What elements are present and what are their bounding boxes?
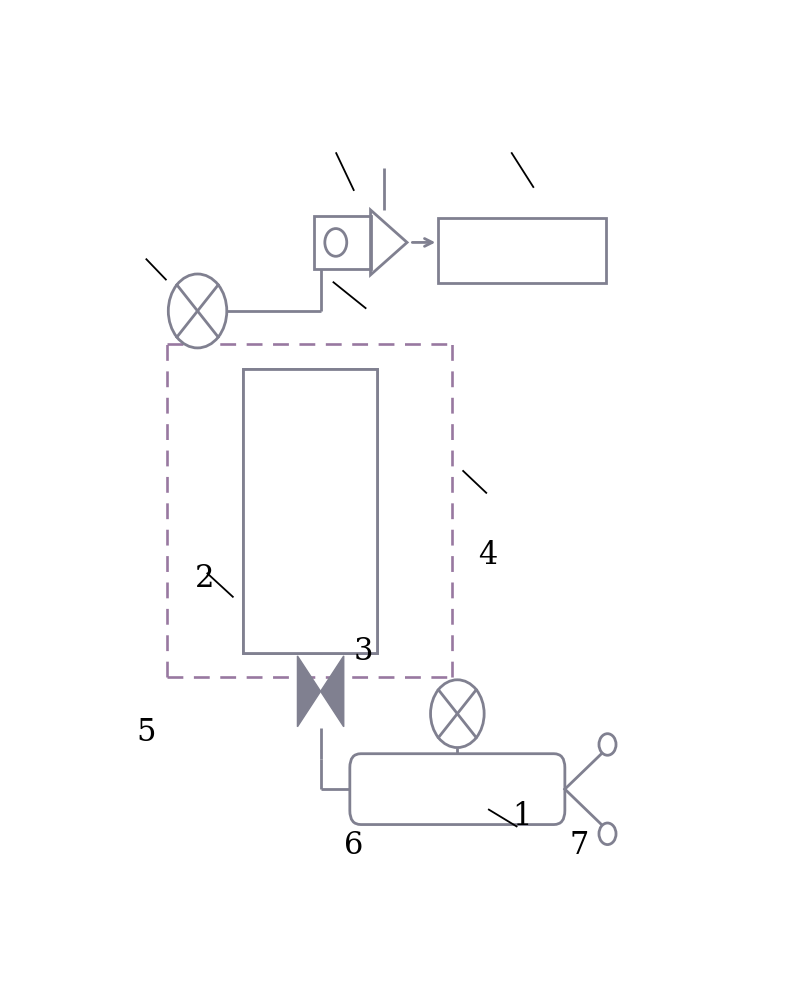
Text: 3: 3	[354, 636, 373, 667]
Circle shape	[431, 680, 484, 748]
Polygon shape	[297, 656, 321, 727]
Polygon shape	[321, 656, 343, 727]
Text: 1: 1	[512, 801, 531, 832]
FancyBboxPatch shape	[350, 754, 565, 825]
Bar	[243, 369, 376, 653]
Bar	[438, 218, 606, 283]
Text: 5: 5	[136, 717, 156, 748]
Circle shape	[599, 823, 616, 845]
Text: 2: 2	[195, 563, 215, 594]
Text: 4: 4	[479, 540, 498, 571]
Circle shape	[599, 734, 616, 755]
Bar	[243, 369, 376, 653]
Circle shape	[168, 274, 227, 348]
Bar	[314, 216, 370, 269]
Circle shape	[325, 229, 347, 256]
Text: 6: 6	[344, 830, 364, 861]
Text: 7: 7	[570, 830, 590, 861]
